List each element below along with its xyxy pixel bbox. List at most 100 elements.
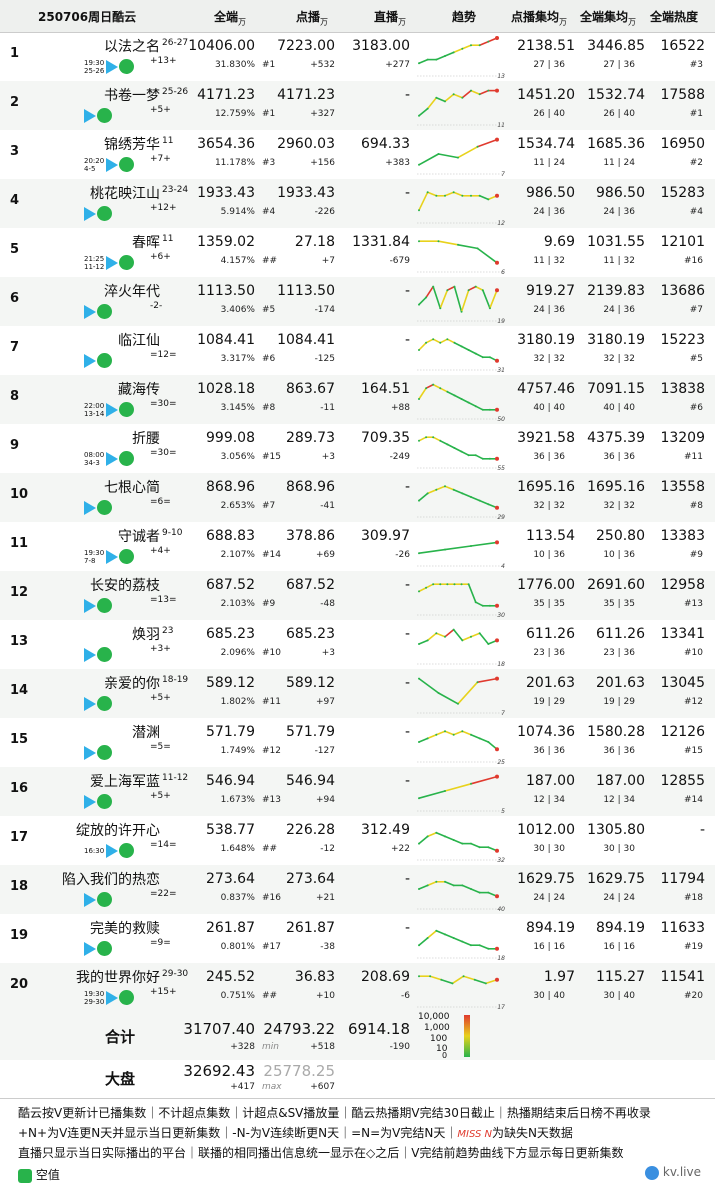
trend-point	[461, 842, 464, 845]
show-name[interactable]: 守诚者	[118, 529, 160, 545]
all-share: 1.802%	[220, 697, 255, 707]
trend-segment	[479, 632, 489, 645]
all-avg-value: 611.26	[596, 626, 645, 642]
trend-end-label: 7	[501, 171, 505, 177]
trend-point	[481, 408, 484, 411]
heat-rank: #10	[684, 648, 703, 658]
trend-segment	[453, 286, 463, 313]
vod-value: 27.18	[294, 234, 335, 250]
trend-segment	[479, 737, 489, 743]
air-time: 19:30 29-30	[84, 989, 105, 1006]
trend-point	[474, 454, 477, 457]
vod-avg-value: 919.27	[526, 283, 575, 299]
trend-point	[418, 349, 420, 351]
vod-rank: #7	[262, 501, 276, 511]
show-name[interactable]: 长安的荔枝	[90, 578, 160, 594]
show-name[interactable]: 潜渊	[132, 725, 160, 741]
show-name[interactable]: 书卷一梦	[104, 88, 160, 104]
trend-segment	[447, 285, 455, 291]
platform-icons	[84, 203, 113, 223]
show-name[interactable]: 淬火年代	[104, 284, 160, 300]
show-name[interactable]: 藏海传	[118, 382, 160, 398]
trend-point	[461, 47, 464, 50]
trend-point	[488, 457, 491, 460]
iqiyi-icon	[97, 941, 112, 956]
vod-value: 378.86	[286, 528, 335, 544]
trend-point	[495, 540, 499, 545]
trend-point	[495, 88, 499, 93]
trend-segment	[468, 285, 477, 291]
heat-rank: #3	[689, 60, 703, 70]
show-name[interactable]: 临江仙	[118, 333, 160, 349]
vod-avg-episodes: 16 | 16	[533, 942, 565, 952]
air-time: 19:30 7-8	[84, 548, 105, 565]
show-name[interactable]: 七根心简	[104, 480, 160, 496]
trend-segment	[427, 191, 437, 197]
trend-segment	[454, 394, 462, 400]
heat-rank: #8	[689, 501, 703, 511]
heat-value: 17588	[660, 87, 705, 103]
platform-icons	[84, 497, 113, 517]
vod-avg-value: 894.19	[526, 920, 575, 936]
footer-brand: 空值	[18, 1165, 708, 1185]
iqiyi-icon	[97, 647, 112, 662]
trend-segment	[453, 629, 463, 641]
trend-point	[452, 191, 455, 194]
total-vod: 24793.22	[263, 1020, 335, 1038]
episode-range: 11	[162, 234, 174, 244]
vod-value: 261.87	[286, 920, 335, 936]
trend-sparkline: 25	[417, 730, 505, 765]
all-value: 688.83	[206, 528, 255, 544]
show-name[interactable]: 绽放的许开心	[76, 823, 160, 839]
table-row: 17 绽放的许开心 16:30 =14= 538.77 1.648% 226.28 ## -12…	[0, 816, 715, 865]
trend-segment	[470, 775, 498, 785]
market-all-change: +417	[230, 1082, 255, 1092]
trend-point	[474, 601, 477, 604]
vod-change: -38	[320, 942, 335, 952]
brand-icon	[18, 1168, 32, 1183]
show-name[interactable]: 我的世界你好	[76, 970, 160, 986]
vod-rank: #4	[262, 207, 276, 217]
show-name[interactable]: 桃花映江山	[90, 186, 160, 202]
show-name[interactable]: 折腰	[132, 431, 160, 447]
trend-segment	[432, 338, 441, 344]
show-name[interactable]: 亲爱的你	[104, 676, 160, 692]
heat-rank: #6	[689, 403, 703, 413]
all-share: 0.801%	[220, 942, 255, 952]
show-name[interactable]: 完美的救赎	[90, 921, 160, 937]
show-name[interactable]: 陷入我们的热恋	[62, 872, 160, 888]
iqiyi-icon	[119, 451, 135, 466]
table-row: 15 潜渊 =5= 571.79 1.749% 571.79 #12 -127 - 25 1074.…	[0, 718, 715, 767]
trend-segment	[418, 58, 428, 64]
live-value: 1331.84	[352, 234, 410, 250]
vod-value: 687.52	[286, 577, 335, 593]
all-share: 0.751%	[220, 991, 255, 1001]
live-value: -	[404, 185, 410, 201]
show-name[interactable]: 焕羽	[132, 627, 160, 643]
trend-point	[487, 643, 490, 645]
trend-segment	[479, 944, 489, 950]
platform-icons	[84, 938, 113, 958]
show-name[interactable]: 爱上海军蓝	[90, 774, 160, 790]
show-name[interactable]: 锦绣芳华	[104, 137, 160, 153]
table-row: 7 临江仙 =12= 1084.41 3.317% 1084.41 #6 -125-31 318…	[0, 326, 715, 375]
platform-icons	[84, 693, 113, 713]
vod-avg-value: 1.97	[543, 969, 575, 985]
live-change: +88	[391, 403, 410, 413]
tencent-video-icon	[106, 59, 119, 74]
update-status: +5+	[150, 693, 171, 703]
show-name[interactable]: 春晖	[132, 235, 160, 251]
trend-segment	[447, 443, 455, 449]
all-value: 10406.00	[188, 38, 255, 54]
trend-segment	[441, 979, 453, 985]
all-avg-value: 1695.16	[587, 479, 645, 495]
trend-point	[446, 289, 449, 292]
vod-change: +69	[316, 550, 335, 560]
show-name[interactable]: 以法之名	[104, 39, 160, 55]
update-status: +6+	[150, 252, 171, 262]
all-avg-value: 1580.28	[587, 724, 645, 740]
vod-rank: ##	[262, 991, 278, 1001]
episode-range: 29-30	[162, 969, 189, 979]
trend-segment	[436, 632, 446, 638]
vod-avg-value: 9.69	[543, 234, 575, 250]
